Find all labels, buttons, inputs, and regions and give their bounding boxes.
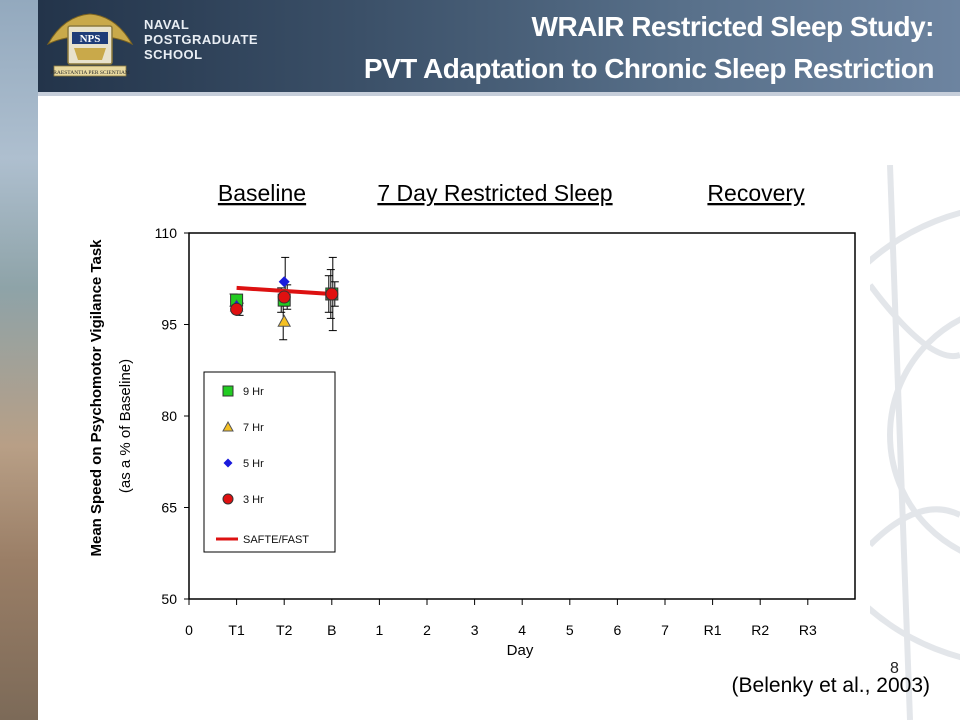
legend-marker-2	[223, 458, 233, 468]
marker-3hr-b	[325, 287, 339, 301]
legend-label-0: 9 Hr	[243, 386, 264, 398]
y-tick-label-1: 95	[161, 317, 177, 333]
y-tick-label-3: 65	[161, 500, 177, 516]
phase-labels: Baseline 7 Day Restricted Sleep Recovery	[218, 180, 805, 206]
x-tick-label-10: 7	[661, 622, 669, 638]
x-tick-label-2: T2	[276, 622, 293, 638]
legend-label-3: 3 Hr	[243, 494, 264, 506]
x-tick-label-13: R3	[799, 622, 817, 638]
page-number: 8	[890, 660, 899, 677]
legend-marker-0	[222, 385, 234, 397]
legend-label-2: 5 Hr	[243, 458, 264, 470]
phase-label-baseline: Baseline	[218, 180, 306, 206]
y-tick-label-2: 80	[161, 408, 177, 424]
school-name: NAVAL POSTGRADUATE SCHOOL	[144, 17, 258, 62]
x-tick-label-12: R2	[751, 622, 769, 638]
phase-label-restricted: 7 Day Restricted Sleep	[377, 180, 612, 206]
x-tick-label-5: 2	[423, 622, 431, 638]
left-photo-strip	[0, 0, 38, 720]
legend-label-safte-fast: SAFTE/FAST	[243, 534, 309, 546]
x-axis: 0 T1 T2 B 1 2 3 4 5 6 7 R1 R2 R3	[185, 599, 817, 638]
globe-watermark	[870, 165, 960, 720]
slide-header	[38, 0, 960, 92]
legend-marker-1	[222, 420, 234, 432]
legend-label-1: 7 Hr	[243, 422, 264, 434]
school-name-line3: SCHOOL	[144, 47, 203, 62]
x-tick-label-4: 1	[376, 622, 384, 638]
citation: (Belenky et al., 2003)	[731, 674, 930, 697]
legend-marker-3	[222, 493, 234, 505]
phase-label-recovery: Recovery	[707, 180, 805, 206]
marker-5hr-t2	[278, 276, 290, 288]
x-tick-label-1: T1	[228, 622, 245, 638]
y-tick-label-0: 110	[155, 225, 178, 241]
slide-title-line2: PVT Adaptation to Chronic Sleep Restrict…	[363, 53, 935, 84]
pvt-chart: Baseline 7 Day Restricted Sleep Recovery…	[88, 180, 856, 659]
x-tick-label-6: 3	[471, 622, 479, 638]
y-axis-title: Mean Speed on Psychomotor Vigilance Task	[88, 239, 105, 557]
x-tick-label-0: 0	[185, 622, 193, 638]
x-tick-label-8: 5	[566, 622, 574, 638]
logo-text: NPS	[80, 33, 101, 45]
x-tick-label-3: B	[327, 622, 336, 638]
legend-items: 9 Hr 7 Hr 5 Hr 3 Hr SAFTE/FAST	[216, 385, 309, 546]
y-tick-label-4: 50	[161, 591, 177, 607]
legend-box	[203, 371, 336, 553]
x-axis-title: Day	[507, 642, 534, 659]
data-markers	[229, 276, 339, 327]
school-name-line1: NAVAL	[144, 17, 190, 32]
x-tick-label-7: 4	[518, 622, 526, 638]
y-axis: 110 95 80 65 50	[155, 225, 189, 607]
marker-7hr-t2	[277, 314, 292, 327]
legend: 9 Hr 7 Hr 5 Hr 3 Hr SAFTE/FAST	[203, 371, 336, 553]
logo-motto: PRAESTANTIA PER SCIENTIAM	[50, 70, 130, 76]
nps-logo: NPS PRAESTANTIA PER SCIENTIAM	[46, 13, 134, 77]
school-name-line2: POSTGRADUATE	[144, 32, 259, 47]
slide-title: WRAIR Restricted Sleep Study: PVT Adapta…	[363, 6, 935, 90]
y-axis-subtitle: (as a % of Baseline)	[117, 359, 134, 493]
marker-3hr-t2	[277, 290, 291, 304]
marker-3hr-t1	[230, 302, 244, 316]
slide-title-line1: WRAIR Restricted Sleep Study:	[531, 11, 935, 42]
x-tick-label-11: R1	[704, 622, 722, 638]
x-tick-label-9: 6	[614, 622, 622, 638]
header-divider	[38, 92, 960, 96]
